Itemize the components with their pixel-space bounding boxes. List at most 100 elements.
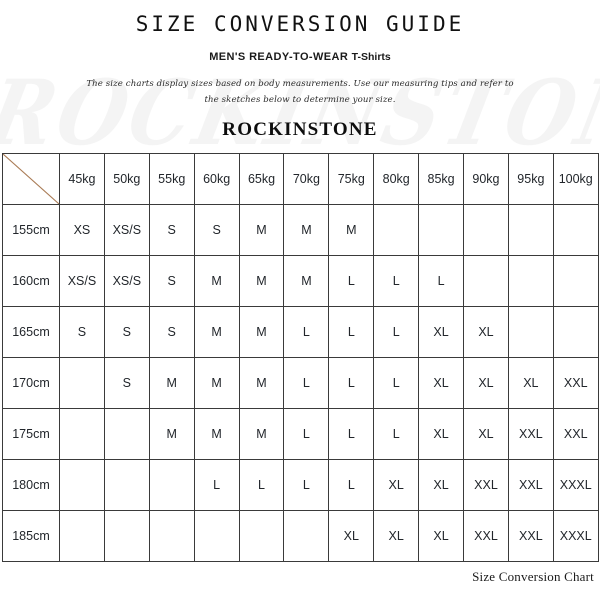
size-cell: XL xyxy=(418,357,465,409)
size-cell-empty xyxy=(59,408,105,460)
column-header-45kg: 45kg xyxy=(59,153,105,205)
size-cell-empty xyxy=(463,255,509,307)
size-cell: M xyxy=(328,204,375,256)
table-row: 185cm XL XL XL XXL XXL XXXL xyxy=(2,510,599,562)
table-row: 165cm S S S M M L L L XL XL xyxy=(2,306,599,358)
size-cell-empty xyxy=(283,510,330,562)
size-cell-empty xyxy=(59,510,105,562)
column-header-60kg: 60kg xyxy=(193,153,240,205)
size-cell-empty xyxy=(507,255,554,307)
table-row: 175cm M M M L L L XL XL XXL XXL xyxy=(2,408,599,460)
size-cell: L xyxy=(418,255,465,307)
size-cell: S xyxy=(148,255,195,307)
intro-paragraph: The size charts display sizes based on b… xyxy=(86,79,514,105)
row-header-160cm: 160cm xyxy=(2,255,60,307)
size-cell: M xyxy=(148,408,195,460)
size-cell: XL xyxy=(328,510,375,562)
table-head: 45kg 50kg 55kg 60kg 65kg 70kg 75kg 80kg 85kg 90kg… xyxy=(2,153,599,205)
size-cell: L xyxy=(193,459,240,511)
column-header-90kg: 90kg xyxy=(463,153,509,205)
size-cell: XXXL xyxy=(552,510,599,562)
size-cell-empty xyxy=(463,204,509,256)
size-cell: XL xyxy=(418,510,465,562)
subtitle-garment: T-Shirts xyxy=(351,51,391,63)
size-cell: XL xyxy=(418,408,465,460)
column-header-75kg: 75kg xyxy=(328,153,375,205)
size-cell-empty xyxy=(59,357,105,409)
column-header-85kg: 85kg xyxy=(418,153,465,205)
size-cell: L xyxy=(373,255,420,307)
size-cell: M xyxy=(283,255,330,307)
size-cell: L xyxy=(238,459,285,511)
subtitle-category: MEN'S READY-TO-WEAR xyxy=(209,51,349,63)
size-cell: XL xyxy=(373,459,420,511)
size-cell: S xyxy=(193,204,240,256)
size-cell: M xyxy=(238,204,285,256)
size-cell-empty xyxy=(193,510,240,562)
table-row: 160cm XS/S XS/S S M M M L L L xyxy=(2,255,599,307)
size-cell: XS/S xyxy=(103,255,150,307)
size-cell-empty xyxy=(238,510,285,562)
size-cell: XXXL xyxy=(552,459,599,511)
column-header-70kg: 70kg xyxy=(283,153,330,205)
size-cell: M xyxy=(238,357,285,409)
size-cell: L xyxy=(373,408,420,460)
size-table-container: 45kg 50kg 55kg 60kg 65kg 70kg 75kg 80kg 85kg 90kg… xyxy=(0,153,600,562)
size-cell-empty xyxy=(552,204,599,256)
size-cell: M xyxy=(238,408,285,460)
size-cell: XXL xyxy=(507,510,554,562)
column-header-80kg: 80kg xyxy=(373,153,420,205)
row-header-170cm: 170cm xyxy=(2,357,60,409)
size-cell-empty xyxy=(552,306,599,358)
size-cell-empty xyxy=(552,255,599,307)
size-cell: S xyxy=(103,357,150,409)
column-header-65kg: 65kg xyxy=(238,153,285,205)
size-cell: M xyxy=(193,408,240,460)
size-cell: XL xyxy=(463,408,509,460)
brand-name: ROCKINSTONE xyxy=(222,119,378,140)
size-cell-empty xyxy=(103,408,150,460)
size-cell: L xyxy=(328,306,375,358)
size-cell-empty xyxy=(373,204,420,256)
size-cell: XXL xyxy=(552,408,599,460)
size-cell: L xyxy=(373,306,420,358)
size-cell: L xyxy=(328,408,375,460)
size-cell: XXL xyxy=(463,459,509,511)
size-cell: S xyxy=(103,306,150,358)
size-cell: XXL xyxy=(507,408,554,460)
size-cell-empty xyxy=(103,459,150,511)
size-cell: S xyxy=(148,306,195,358)
size-cell: L xyxy=(373,357,420,409)
size-cell: M xyxy=(193,255,240,307)
size-cell: XL xyxy=(418,459,465,511)
size-cell: M xyxy=(238,306,285,358)
size-cell: L xyxy=(283,357,330,409)
size-cell: XXL xyxy=(507,459,554,511)
size-cell: XL xyxy=(373,510,420,562)
table-row: 180cm L L L L XL XL XXL XXL XXXL xyxy=(2,459,599,511)
row-header-185cm: 185cm xyxy=(2,510,60,562)
size-conversion-table: 45kg 50kg 55kg 60kg 65kg 70kg 75kg 80kg 85kg 90kg… xyxy=(2,153,599,562)
size-cell: L xyxy=(283,459,330,511)
column-header-55kg: 55kg xyxy=(148,153,195,205)
size-cell-empty xyxy=(507,204,554,256)
size-cell: M xyxy=(283,204,330,256)
row-header-180cm: 180cm xyxy=(2,459,60,511)
size-cell: M xyxy=(193,306,240,358)
size-cell: XL xyxy=(463,357,509,409)
size-cell: XL xyxy=(463,306,509,358)
row-header-165cm: 165cm xyxy=(2,306,60,358)
size-cell: XL xyxy=(418,306,465,358)
corner-cell-diagonal xyxy=(2,153,60,205)
size-cell: XS/S xyxy=(59,255,105,307)
table-row: 170cm S M M M L L L XL XL XL XXL xyxy=(2,357,599,409)
size-cell: S xyxy=(59,306,105,358)
size-cell: L xyxy=(328,459,375,511)
size-cell: XS/S xyxy=(103,204,150,256)
row-header-155cm: 155cm xyxy=(2,204,60,256)
page-subtitle: MEN'S READY-TO-WEAR T-Shirts xyxy=(0,37,600,63)
diagonal-divider-icon xyxy=(3,154,59,204)
column-header-95kg: 95kg xyxy=(507,153,554,205)
size-cell: XL xyxy=(507,357,554,409)
